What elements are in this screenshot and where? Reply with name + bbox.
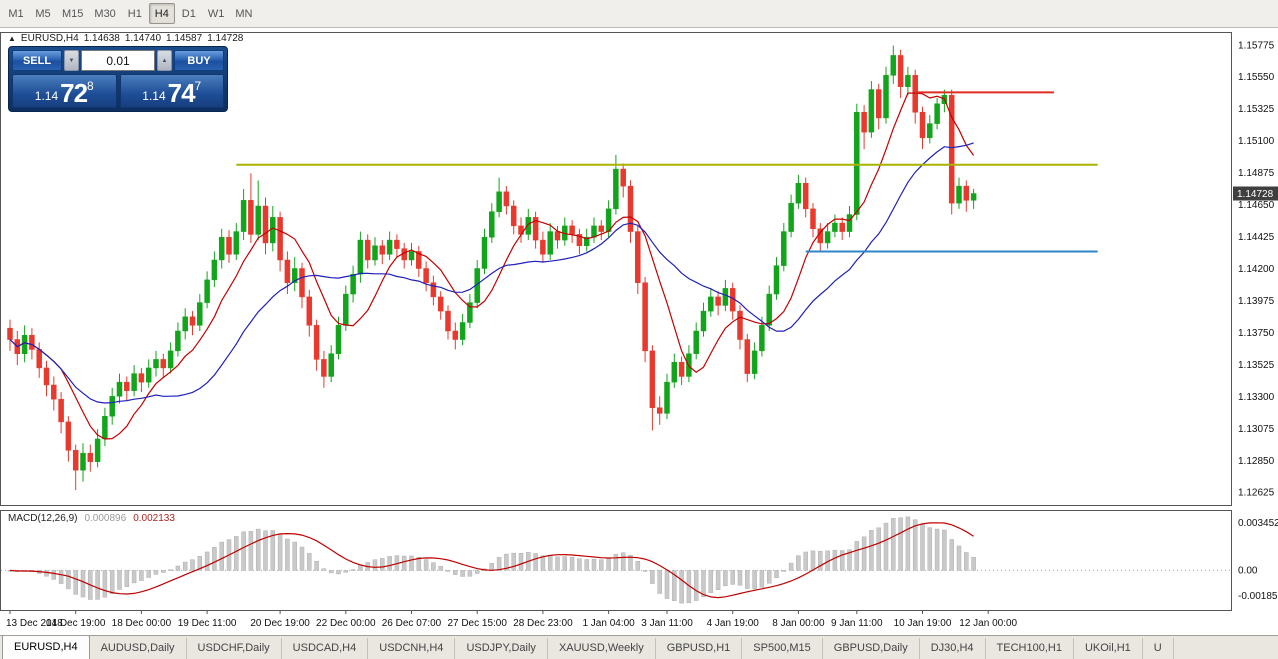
price-axis-label: 1.14650 (1238, 200, 1275, 211)
macd-signal-line (9, 522, 974, 599)
chart-ohlc-low: 1.14587 (166, 33, 203, 44)
time-axis-label: 9 Jan 11:00 (831, 618, 883, 629)
tab-xauusd-weekly[interactable]: XAUUSD,Weekly (548, 638, 656, 659)
sell-price-prefix: 1.14 (34, 89, 59, 103)
price-axis-label: 1.12625 (1238, 488, 1275, 499)
timeframe-m15[interactable]: M15 (57, 3, 88, 24)
time-scale[interactable] (0, 611, 1278, 635)
tab-eurusd-h4[interactable]: EURUSD,H4 (2, 636, 90, 659)
volume-dropdown-button[interactable]: ▼ (64, 50, 79, 71)
time-axis-label: 19 Dec 11:00 (178, 618, 237, 629)
timeframe-mn[interactable]: MN (230, 3, 257, 24)
timeframe-d1[interactable]: D1 (176, 3, 202, 24)
ma-slow-line (9, 142, 974, 404)
price-axis-label: 1.14425 (1238, 232, 1275, 243)
buy-price-big: 74 (167, 77, 196, 108)
price-axis-label: 1.15550 (1238, 72, 1275, 83)
sell-price-sup: 8 (87, 79, 94, 93)
macd-main-value: 0.000896 (84, 513, 127, 524)
tab-tech100-h1[interactable]: TECH100,H1 (986, 638, 1074, 659)
tab-gbpusd-h1[interactable]: GBPUSD,H1 (656, 638, 743, 659)
chart-header: ▲ EURUSD,H4 1.14638 1.14740 1.14587 1.14… (8, 33, 243, 44)
tab-ukoil-h1[interactable]: UKOil,H1 (1074, 638, 1143, 659)
time-axis-label: 1 Jan 04:00 (582, 618, 635, 629)
chevron-up-icon: ▲ (161, 57, 168, 64)
macd-signal-value: 0.002133 (133, 513, 175, 524)
collapse-panel-icon[interactable]: ▲ (8, 34, 16, 43)
price-axis-label: 1.15775 (1238, 40, 1275, 51)
tab-dj30-h4[interactable]: DJ30,H4 (920, 638, 986, 659)
price-axis-label: 1.13975 (1238, 296, 1275, 307)
time-axis-label: 22 Dec 00:00 (316, 618, 376, 629)
current-price-badge (1233, 186, 1278, 201)
price-axis-label: 1.13525 (1238, 360, 1275, 371)
chart-canvas: 1.15775 1.15550 1.15325 1.15100 1.14875 1.146… (0, 28, 1278, 635)
macd-header: MACD(12,26,9) 0.000896 0.002133 (8, 513, 175, 524)
volume-up-button[interactable]: ▲ (157, 50, 172, 71)
price-axis-label: 1.13750 (1238, 328, 1275, 339)
chart-window: 1.15775 1.15550 1.15325 1.15100 1.14875 1.146… (0, 28, 1278, 635)
one-click-trading-panel: SELL ▼ 0.01 ▲ BUY 1.14 72 8 1.14 74 7 (8, 46, 228, 112)
time-axis-label: 12 Jan 00:00 (959, 618, 1017, 629)
time-axis-label: 27 Dec 15:00 (447, 618, 507, 629)
price-scale[interactable] (1233, 28, 1278, 610)
chart-ohlc-high: 1.14740 (124, 33, 162, 44)
macd-axis-label: 0.003452 (1238, 518, 1278, 529)
time-axis-label: 14 Dec 19:00 (46, 618, 106, 629)
current-price-badge-text: 1.14728 (1237, 189, 1274, 200)
timeframe-h1[interactable]: H1 (122, 3, 148, 24)
macd-axis-label: 0.00 (1238, 565, 1258, 576)
chart-ohlc-close: 1.14728 (207, 33, 244, 44)
buy-price-sup: 7 (194, 79, 202, 93)
candles-layer (7, 45, 977, 491)
time-axis-label: 20 Dec 19:00 (250, 618, 310, 629)
ma-fast-line (9, 92, 975, 440)
time-axis-label: 13 Dec 2018 (6, 618, 63, 629)
time-axis-label: 26 Dec 07:00 (382, 618, 442, 629)
price-axis-label: 1.15100 (1238, 136, 1275, 147)
sell-price-big: 72 (60, 77, 88, 108)
time-axis-label: 10 Jan 19:00 (894, 618, 952, 629)
buy-button[interactable]: BUY (174, 50, 224, 71)
tab-gbpusd-daily[interactable]: GBPUSD,Daily (823, 638, 920, 659)
time-axis-label: 28 Dec 23:00 (513, 618, 573, 629)
tab-usdcad-h4[interactable]: USDCAD,H4 (282, 638, 369, 659)
timeframe-m1[interactable]: M1 (3, 3, 29, 24)
timeframe-w1[interactable]: W1 (203, 3, 230, 24)
tab-usdcnh-h4[interactable]: USDCNH,H4 (368, 638, 456, 659)
volume-input[interactable]: 0.01 (81, 50, 155, 71)
tab-usdchf-daily[interactable]: USDCHF,Daily (187, 638, 282, 659)
chevron-down-icon: ▼ (68, 57, 75, 64)
chart-symbol-period: EURUSD,H4 (20, 33, 79, 44)
chart-tabbar: EURUSD,H4 AUDUSD,Daily USDCHF,Daily USDCAD,… (0, 635, 1278, 659)
timeframe-h4[interactable]: H4 (148, 3, 175, 24)
buy-price-prefix: 1.14 (142, 89, 166, 103)
price-axis-label: 1.13300 (1238, 392, 1275, 403)
price-axis-label: 1.14875 (1238, 168, 1275, 179)
time-axis-label: 3 Jan 11:00 (641, 618, 693, 629)
timeframe-m5[interactable]: M5 (30, 3, 56, 24)
timeframe-m30[interactable]: M30 (89, 3, 120, 24)
tab-usdjpy-daily[interactable]: USDJPY,Daily (455, 638, 548, 659)
tab-sp500-m15[interactable]: SP500,M15 (742, 638, 823, 659)
tab-u[interactable]: U (1143, 638, 1174, 659)
buy-price-display[interactable]: 1.14 74 7 (119, 74, 224, 108)
price-axis-label: 1.13075 (1238, 424, 1275, 435)
volume-value: 0.01 (106, 53, 130, 68)
sell-button[interactable]: SELL (12, 50, 62, 71)
chart-ohlc-open: 1.14638 (83, 33, 120, 44)
tab-audusd-daily[interactable]: AUDUSD,Daily (90, 638, 187, 659)
time-axis-label: 4 Jan 19:00 (707, 618, 760, 629)
price-axis-label: 1.12850 (1238, 456, 1275, 467)
time-axis-label: 8 Jan 00:00 (772, 618, 825, 629)
time-axis-label: 18 Dec 00:00 (112, 618, 172, 629)
price-axis-label: 1.14200 (1238, 264, 1275, 275)
macd-title: MACD(12,26,9) (8, 513, 78, 524)
price-axis-label: 1.15325 (1238, 104, 1275, 115)
sell-price-display[interactable]: 1.14 72 8 (12, 74, 117, 108)
timeframe-toolbar: M1 M5 M15 M30 H1 H4 D1 W1 MN (0, 0, 1278, 28)
